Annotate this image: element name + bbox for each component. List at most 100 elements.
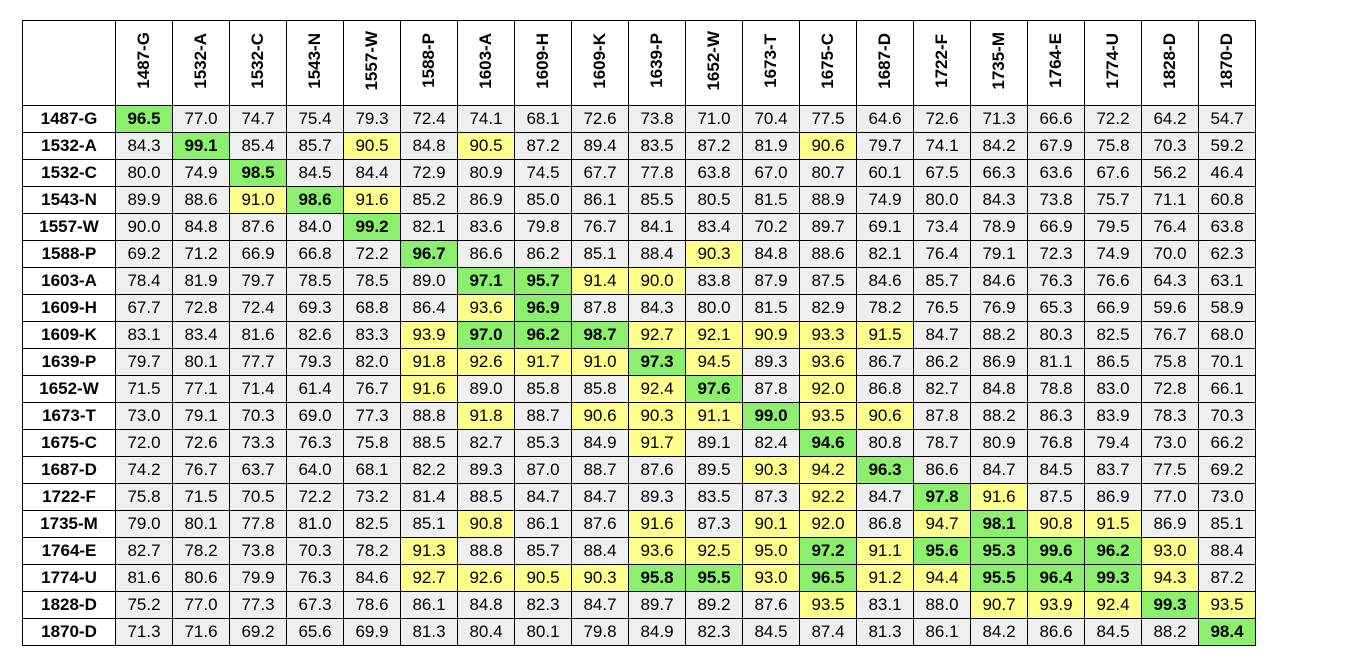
matrix-cell: 84.8 <box>970 375 1028 403</box>
matrix-cell: 95.3 <box>970 537 1028 565</box>
matrix-cell: 90.0 <box>115 213 173 241</box>
matrix-cell: 66.9 <box>1084 294 1142 322</box>
column-header-label: 1675-C <box>818 32 837 89</box>
matrix-cell: 67.7 <box>571 159 629 187</box>
matrix-cell: 98.1 <box>970 510 1028 538</box>
column-header: 1828-D <box>1141 20 1199 106</box>
matrix-cell: 63.6 <box>1027 159 1085 187</box>
matrix-cell: 67.7 <box>115 294 173 322</box>
row-header: 1588-P <box>22 240 116 268</box>
matrix-cell: 85.2 <box>400 186 458 214</box>
matrix-cell: 96.2 <box>1084 537 1142 565</box>
column-header: 1735-M <box>970 20 1028 106</box>
column-header-label: 1487-G <box>134 32 153 89</box>
matrix-cell: 87.2 <box>1198 564 1256 592</box>
matrix-row: 1673-T 73.0 79.1 70.3 69.0 77.3 88.8 91.8 88.7 90… <box>22 402 1256 430</box>
matrix-cell: 89.9 <box>115 186 173 214</box>
matrix-cell: 78.4 <box>115 267 173 295</box>
row-header: 1828-D <box>22 591 116 619</box>
matrix-cell: 97.1 <box>457 267 515 295</box>
matrix-cell: 46.4 <box>1198 159 1256 187</box>
column-header-label: 1828-D <box>1160 32 1179 89</box>
matrix-cell: 79.8 <box>514 213 572 241</box>
matrix-row: 1603-A 78.4 81.9 79.7 78.5 78.5 89.0 97.1 95.7 91… <box>22 267 1256 295</box>
matrix-cell: 90.9 <box>742 321 800 349</box>
row-header: 1543-N <box>22 186 116 214</box>
matrix-cell: 77.5 <box>799 105 857 133</box>
matrix-cell: 67.9 <box>1027 132 1085 160</box>
matrix-cell: 71.3 <box>970 105 1028 133</box>
matrix-cell: 77.8 <box>229 510 287 538</box>
column-header: 1609-H <box>514 20 572 106</box>
matrix-cell: 78.7 <box>913 429 971 457</box>
column-header-label: 1639-P <box>647 33 666 88</box>
matrix-cell: 90.3 <box>571 564 629 592</box>
matrix-cell: 93.3 <box>799 321 857 349</box>
matrix-cell: 66.2 <box>1198 429 1256 457</box>
matrix-cell: 75.7 <box>1084 186 1142 214</box>
matrix-cell: 90.8 <box>1027 510 1085 538</box>
matrix-cell: 93.6 <box>799 348 857 376</box>
matrix-cell: 86.2 <box>913 348 971 376</box>
matrix-cell: 84.8 <box>457 591 515 619</box>
matrix-cell: 72.8 <box>172 294 230 322</box>
matrix-cell: 64.0 <box>286 456 344 484</box>
matrix-cell: 95.5 <box>685 564 743 592</box>
column-header: 1609-K <box>571 20 629 106</box>
matrix-cell: 64.6 <box>856 105 914 133</box>
column-header: 1557-W <box>343 20 401 106</box>
matrix-cell: 93.6 <box>457 294 515 322</box>
matrix-cell: 80.0 <box>685 294 743 322</box>
matrix-cell: 88.9 <box>799 186 857 214</box>
row-header: 1609-H <box>22 294 116 322</box>
matrix-cell: 89.0 <box>457 375 515 403</box>
matrix-cell: 76.5 <box>913 294 971 322</box>
matrix-cell: 90.5 <box>514 564 572 592</box>
matrix-cell: 85.3 <box>514 429 572 457</box>
matrix-cell: 95.7 <box>514 267 572 295</box>
row-header: 1639-P <box>22 348 116 376</box>
matrix-cell: 88.5 <box>400 429 458 457</box>
matrix-cell: 75.8 <box>343 429 401 457</box>
matrix-cell: 88.6 <box>172 186 230 214</box>
matrix-cell: 75.2 <box>115 591 173 619</box>
matrix-cell: 78.2 <box>343 537 401 565</box>
matrix-cell: 84.8 <box>400 132 458 160</box>
matrix-cell: 91.4 <box>571 267 629 295</box>
matrix-row: 1639-P 79.7 80.1 77.7 79.3 82.0 91.8 92.6 91.7 91… <box>22 348 1256 376</box>
matrix-cell: 84.7 <box>571 591 629 619</box>
matrix-cell: 64.2 <box>1141 105 1199 133</box>
matrix-cell: 69.2 <box>115 240 173 268</box>
matrix-cell: 87.0 <box>514 456 572 484</box>
matrix-cell: 86.6 <box>457 240 515 268</box>
matrix-cell: 87.6 <box>628 456 686 484</box>
column-header-label: 1588-P <box>419 33 438 88</box>
matrix-cell: 92.6 <box>457 564 515 592</box>
matrix-cell: 86.4 <box>400 294 458 322</box>
matrix-cell: 82.5 <box>1084 321 1142 349</box>
matrix-cell: 91.6 <box>400 375 458 403</box>
matrix-cell: 98.7 <box>571 321 629 349</box>
matrix-cell: 79.1 <box>970 240 1028 268</box>
matrix-cell: 85.1 <box>571 240 629 268</box>
matrix-cell: 72.3 <box>1027 240 1085 268</box>
matrix-cell: 73.0 <box>1141 429 1199 457</box>
matrix-cell: 84.6 <box>970 267 1028 295</box>
matrix-cell: 69.2 <box>229 618 287 646</box>
matrix-cell: 80.5 <box>685 186 743 214</box>
matrix-cell: 76.3 <box>286 429 344 457</box>
matrix-cell: 74.9 <box>1084 240 1142 268</box>
matrix-cell: 84.8 <box>742 240 800 268</box>
matrix-cell: 79.3 <box>343 105 401 133</box>
column-header: 1603-A <box>457 20 515 106</box>
matrix-cell: 84.5 <box>1084 618 1142 646</box>
matrix-row: 1764-E 82.7 78.2 73.8 70.3 78.2 91.3 88.8 85.7 88… <box>22 537 1256 565</box>
matrix-cell: 97.0 <box>457 321 515 349</box>
matrix-cell: 69.0 <box>286 402 344 430</box>
column-header-label: 1673-T <box>761 33 780 88</box>
matrix-cell: 95.8 <box>628 564 686 592</box>
matrix-cell: 76.4 <box>913 240 971 268</box>
matrix-cell: 72.0 <box>115 429 173 457</box>
matrix-row: 1557-W 90.0 84.8 87.6 84.0 99.2 82.1 83.6 79.8 76… <box>22 213 1256 241</box>
matrix-cell: 60.1 <box>856 159 914 187</box>
